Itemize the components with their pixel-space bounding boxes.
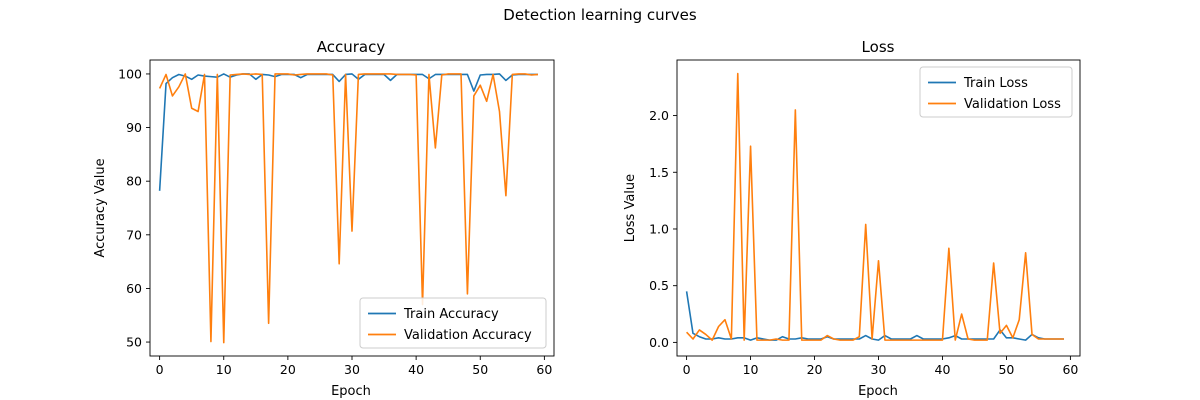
- loss-chart-title: Loss: [862, 38, 895, 56]
- accuracy-y-tick-label: 60: [126, 281, 142, 296]
- accuracy-x-tick-label: 60: [536, 362, 552, 377]
- loss-x-tick-label: 50: [998, 362, 1014, 377]
- loss-x-tick-label: 20: [807, 362, 823, 377]
- loss-y-tick-label: 1.5: [649, 165, 669, 180]
- accuracy-x-tick-label: 20: [280, 362, 296, 377]
- accuracy-y-tick-label: 100: [118, 66, 142, 81]
- accuracy-series-line-2: [158, 73, 539, 344]
- loss-x-tick-label: 60: [1062, 362, 1078, 377]
- accuracy-chart: Accuracy Epoch Accuracy Value 0 10 20 30 40 5…: [93, 38, 555, 399]
- accuracy-y-tick-label: 70: [126, 227, 142, 242]
- loss-y-tick-label: 0.5: [649, 278, 669, 293]
- accuracy-x-tick-label: 10: [216, 362, 232, 377]
- accuracy-legend-entry: Train Accuracy: [403, 307, 499, 322]
- loss-x-tick-label: 10: [743, 362, 759, 377]
- accuracy-x-tick-label: 0: [156, 362, 164, 377]
- accuracy-y-tick-label: 90: [126, 120, 142, 135]
- figure-title: Detection learning curves: [503, 6, 697, 24]
- accuracy-legend-box: [359, 297, 547, 349]
- accuracy-x-tick-label: 40: [408, 362, 424, 377]
- loss-y-tick-label: 0.0: [649, 335, 669, 350]
- loss-legend-entry: Validation Loss: [964, 97, 1061, 112]
- loss-x-tick-label: 40: [935, 362, 951, 377]
- loss-legend: Train Loss Validation Loss: [919, 66, 1073, 118]
- loss-series-line-2: [686, 72, 1065, 341]
- accuracy-legend: Train Accuracy Validation Accuracy: [359, 297, 547, 349]
- loss-legend-entry: Train Loss: [963, 76, 1028, 91]
- loss-y-axis-label: Loss Value: [623, 174, 638, 242]
- loss-x-tick-label: 30: [871, 362, 887, 377]
- loss-x-tick-label: 0: [683, 362, 691, 377]
- loss-chart: Loss Epoch Loss Value 0 10 20 30 40 50 60 0.0 0.…: [623, 38, 1081, 399]
- accuracy-y-tick-label: 80: [126, 174, 142, 189]
- accuracy-y-axis-label: Accuracy Value: [93, 158, 108, 257]
- accuracy-x-tick-label: 30: [344, 362, 360, 377]
- accuracy-y-tick-label: 50: [126, 335, 142, 350]
- accuracy-x-tick-label: 50: [472, 362, 488, 377]
- loss-legend-box: [919, 66, 1073, 118]
- loss-y-tick-label: 2.0: [649, 108, 669, 123]
- loss-y-tick-label: 1.0: [649, 221, 669, 236]
- accuracy-chart-title: Accuracy: [317, 38, 386, 56]
- accuracy-legend-entry: Validation Accuracy: [404, 328, 532, 343]
- accuracy-x-axis-label: Epoch: [331, 384, 371, 399]
- accuracy-series-line-1: [158, 73, 538, 191]
- loss-x-axis-label: Epoch: [858, 384, 898, 399]
